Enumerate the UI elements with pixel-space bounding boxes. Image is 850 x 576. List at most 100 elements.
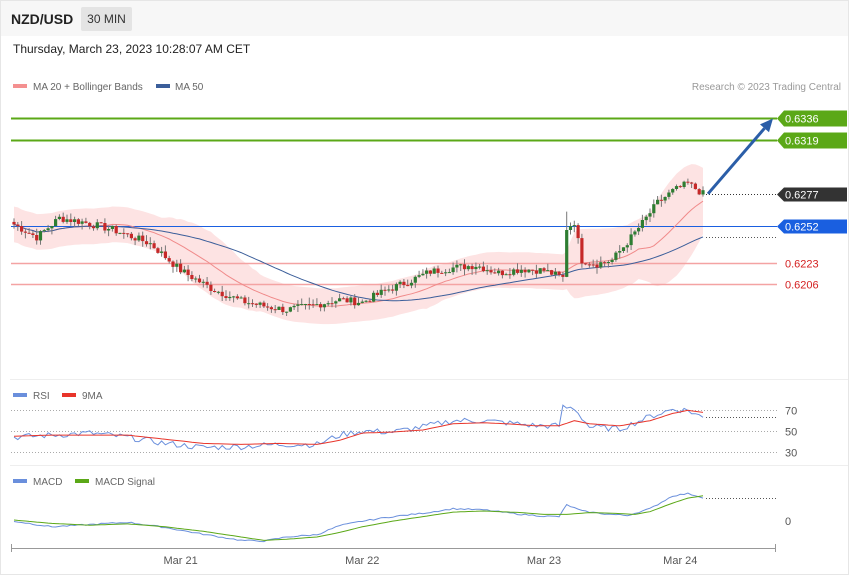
candle-body [674,186,679,189]
candle-body [288,307,292,312]
candlesticks [12,178,705,316]
candle-body [315,304,319,306]
candle-body [398,281,402,285]
candle-body [459,264,463,266]
forecast-arrow-head [760,118,773,133]
last-price-box [777,187,847,202]
candle-body [122,232,126,234]
x-tick-label: Mar 23 [527,555,561,567]
candle-body [576,225,580,239]
candle-body [311,304,315,306]
candle-body [38,231,43,241]
candle-body [383,289,387,291]
rsi-legend: RSI 9MA [13,391,103,402]
candle-body [99,222,103,224]
candle-body [470,266,474,270]
macd-legend-swatch [13,479,27,483]
candle-body [568,226,573,230]
candle-body [610,259,614,262]
candle-body [46,228,50,231]
candle-body [417,275,421,277]
candle-body [527,269,531,273]
support-label-5: 0.6206 [785,280,819,292]
pivot-label: 0.6252 [785,222,819,234]
candle-body [114,226,118,234]
pivot-label-box [777,219,847,234]
candle-body [285,311,289,313]
candle-body [478,266,482,268]
forecast-arrow-line [706,127,766,195]
candle-body [296,304,300,306]
candle-body [84,221,88,223]
candle-body [640,220,644,228]
candle-body [542,268,546,271]
candle-body [489,270,493,273]
x-tick-label: Mar 24 [663,555,697,567]
candle-body [474,266,478,270]
candle-body [61,216,65,222]
candle-body [345,298,349,303]
candle-body [152,243,156,249]
candle-body [497,270,501,274]
candle-body [338,298,342,302]
candle-body [216,291,220,293]
candle-body [406,285,410,287]
candle-body [281,306,285,313]
candle-body [603,262,607,264]
x-tick-label: Mar 22 [345,555,379,567]
candle-body [504,274,508,276]
candle-body [402,281,406,286]
candle-body [500,270,504,276]
signal-legend-label: MACD Signal [95,477,155,488]
candle-body [262,302,266,307]
candle-body [618,251,622,253]
candle-body [356,302,361,306]
candle-body [372,292,376,302]
candle-body [27,232,31,234]
candle-body [595,264,599,268]
candle-body [50,226,54,229]
rsi-ma-line [13,409,704,445]
rsi-ma-legend-label: 9MA [82,391,103,402]
candle-body [682,181,686,187]
candle-body [553,271,557,275]
candle-body [531,269,535,271]
candle-body [292,305,296,308]
candle-body [413,276,417,283]
rsi-tick-70: 70 [785,406,797,418]
candle-body [232,296,236,298]
candle-body [16,224,20,227]
symbol-title: NZD/USD [11,11,74,27]
candle-body [644,216,648,221]
candle-body [394,284,398,291]
candle-body [20,226,24,232]
candle-body [353,297,357,306]
timeframe-button[interactable]: 30 MIN [81,7,132,31]
candle-body [266,306,270,308]
candle-body [42,230,46,232]
candle-body [565,230,569,277]
ma50-legend-label: MA 50 [175,82,204,93]
candle-body [273,309,277,311]
candle-body [451,267,455,273]
candle-body [103,223,107,231]
candle-body [220,291,224,297]
rsi-legend-swatch [13,393,27,397]
candle-body [693,183,697,190]
candle-body [228,296,232,299]
candle-body [88,222,92,227]
candle-body [118,232,122,234]
candle-body [133,238,137,241]
candle-body [667,192,671,197]
candle-body [432,268,436,274]
candle-body [701,190,705,195]
macd-tick-0: 0 [785,516,791,528]
candle-body [440,272,444,274]
candle-body [171,261,175,267]
support-label-4: 0.6223 [785,259,819,271]
candle-body [599,262,603,268]
macd-legend: MACD MACD Signal [13,477,155,488]
candle-body [277,306,281,310]
